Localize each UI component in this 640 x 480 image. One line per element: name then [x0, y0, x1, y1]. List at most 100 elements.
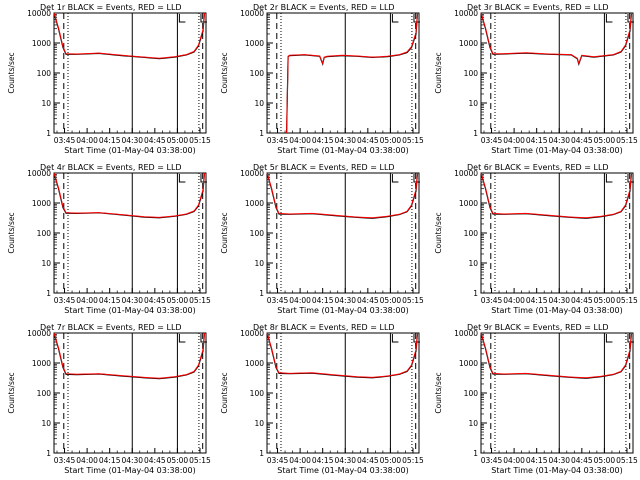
y-tick-label: 10000	[240, 9, 264, 18]
detector-panel-6: Det 6r BLACK = Events, RED = LLD 1 10 100 10…	[434, 163, 638, 315]
x-tick-label: 04:15	[312, 456, 334, 465]
x-tick-label: 03:45	[481, 456, 503, 465]
x-tick-label: 04:00	[76, 136, 98, 145]
panel-title: Det 8r BLACK = Events, RED = LLD	[253, 323, 395, 332]
x-tick-label: 05:15	[616, 456, 638, 465]
panel-title: Det 4r BLACK = Events, RED = LLD	[40, 163, 182, 172]
plot-frame	[480, 332, 634, 454]
y-tick-label: 10	[468, 419, 478, 428]
series-line-events	[266, 172, 419, 219]
x-tick-label: 04:30	[121, 456, 143, 465]
panel-title: Det 7r BLACK = Events, RED = LLD	[40, 323, 182, 332]
y-tick-label: 10000	[454, 9, 478, 18]
x-tick-label: 04:00	[76, 456, 98, 465]
y-tick-label: 100	[250, 69, 265, 78]
y-axis-label: Counts/sec	[220, 52, 229, 93]
corner-bracket	[391, 334, 399, 343]
series-line-lld	[266, 172, 418, 219]
x-tick-label: 04:00	[503, 456, 525, 465]
series-line-lld	[480, 12, 632, 65]
y-tick-label: 10	[41, 259, 51, 268]
y-tick-label: 10	[254, 419, 264, 428]
plot-frame	[480, 12, 634, 134]
y-tick-label: 1000	[245, 199, 264, 208]
y-tick-label: 100	[37, 389, 52, 398]
corner-bracket	[627, 14, 634, 23]
y-tick-label: 1	[259, 449, 264, 458]
x-tick-label: 05:00	[380, 136, 402, 145]
x-tick-label: 04:45	[357, 136, 379, 145]
detector-panel-5: Det 5r BLACK = Events, RED = LLD 1 10 100 10…	[220, 163, 424, 315]
y-tick-label: 1000	[32, 199, 51, 208]
series-line-events	[480, 12, 633, 66]
y-tick-label: 10000	[240, 329, 264, 338]
y-tick-label: 1	[473, 289, 478, 298]
y-tick-label: 100	[464, 389, 479, 398]
corner-bracket	[605, 14, 613, 23]
x-tick-label: 05:00	[380, 296, 402, 305]
corner-bracket	[413, 334, 420, 343]
x-tick-label: 04:00	[503, 136, 525, 145]
x-tick-label: 05:15	[402, 296, 424, 305]
y-tick-label: 10	[468, 99, 478, 108]
x-axis-label: Start Time (01-May-04 03:38:00)	[491, 146, 622, 155]
y-tick-label: 100	[250, 389, 265, 398]
series-line-lld	[480, 172, 632, 219]
y-tick-label: 1	[473, 449, 478, 458]
x-tick-label: 03:45	[54, 136, 76, 145]
y-axis-label: Counts/sec	[220, 212, 229, 253]
corner-bracket	[391, 14, 399, 23]
y-axis-label: Counts/sec	[220, 372, 229, 413]
panel-title: Det 5r BLACK = Events, RED = LLD	[253, 163, 395, 172]
x-tick-label: 04:00	[76, 296, 98, 305]
y-tick-label: 1000	[245, 359, 264, 368]
detector-panel-7: Det 7r BLACK = Events, RED = LLD 1 10 100 10…	[7, 323, 211, 475]
y-tick-label: 10000	[27, 329, 51, 338]
panel-title: Det 6r BLACK = Events, RED = LLD	[467, 163, 609, 172]
y-tick-label: 100	[464, 69, 479, 78]
y-axis-label: Counts/sec	[7, 372, 16, 413]
x-tick-label: 04:15	[99, 456, 121, 465]
plot-frame	[53, 12, 207, 134]
y-axis-label: Counts/sec	[434, 372, 443, 413]
x-tick-label: 04:30	[548, 296, 570, 305]
x-tick-label: 04:15	[526, 296, 548, 305]
corner-bracket	[391, 174, 399, 183]
series-line-lld	[286, 12, 418, 134]
x-tick-label: 04:45	[144, 456, 166, 465]
corner-bracket	[178, 174, 186, 183]
plot-frame	[53, 332, 207, 454]
x-tick-label: 04:00	[503, 296, 525, 305]
x-tick-label: 03:45	[481, 136, 503, 145]
y-tick-label: 1000	[459, 359, 478, 368]
series-line-events	[53, 12, 206, 60]
y-tick-label: 1	[46, 289, 51, 298]
x-tick-label: 05:00	[594, 296, 616, 305]
detector-panel-2: Det 2r BLACK = Events, RED = LLD 1 10 100 10…	[220, 3, 424, 155]
x-axis-label: Start Time (01-May-04 03:38:00)	[64, 466, 195, 475]
corner-bracket	[627, 174, 634, 183]
corner-bracket	[413, 14, 420, 23]
series-line-lld	[53, 332, 205, 379]
corner-bracket	[200, 174, 207, 183]
y-tick-label: 1000	[245, 39, 264, 48]
corner-bracket	[178, 14, 186, 23]
series-line-events	[53, 172, 206, 219]
x-tick-label: 05:15	[189, 296, 211, 305]
y-axis-label: Counts/sec	[7, 52, 16, 93]
x-tick-label: 05:15	[402, 136, 424, 145]
x-tick-label: 05:00	[167, 296, 189, 305]
x-tick-label: 04:15	[312, 136, 334, 145]
y-axis-label: Counts/sec	[434, 212, 443, 253]
x-tick-label: 04:45	[144, 296, 166, 305]
x-tick-label: 04:45	[571, 456, 593, 465]
series-line-events	[286, 12, 419, 134]
corner-bracket	[413, 174, 420, 183]
x-tick-label: 04:45	[357, 296, 379, 305]
x-axis-label: Start Time (01-May-04 03:38:00)	[64, 306, 195, 315]
x-axis-label: Start Time (01-May-04 03:38:00)	[277, 466, 408, 475]
x-tick-label: 05:15	[616, 136, 638, 145]
panel-title: Det 2r BLACK = Events, RED = LLD	[253, 3, 395, 12]
y-tick-label: 10	[254, 99, 264, 108]
